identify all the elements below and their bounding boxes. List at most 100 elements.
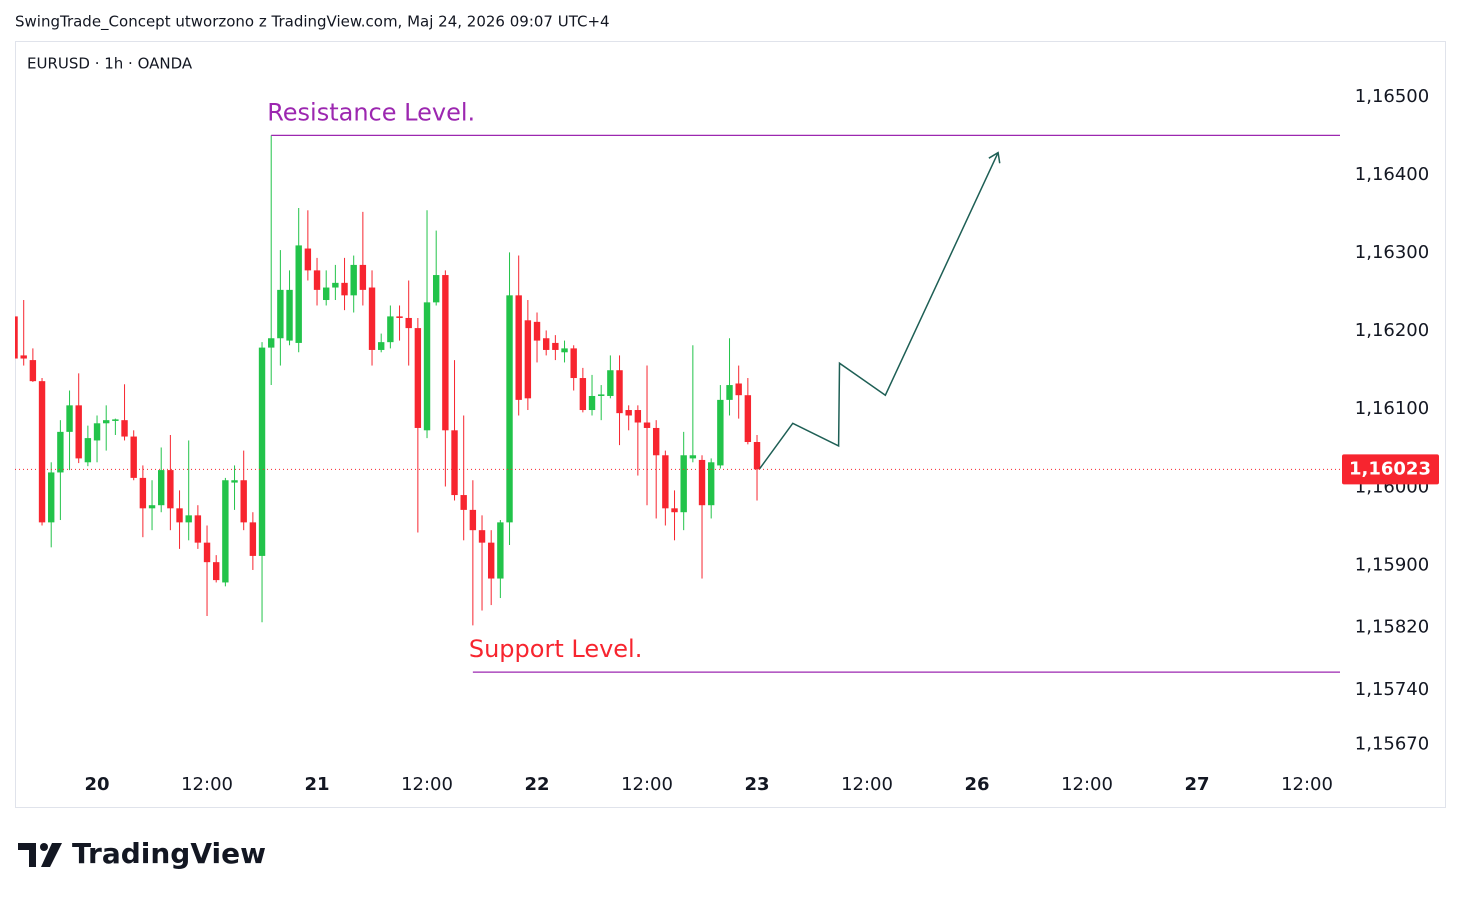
candle-body [341, 282, 348, 296]
candle-body [561, 348, 568, 353]
candle-body [478, 530, 486, 543]
y-tick-label: 1,16500 [1355, 86, 1429, 107]
candle-body [295, 245, 302, 343]
y-tick-label: 1,15900 [1355, 554, 1429, 575]
candle-body [249, 522, 257, 556]
y-tick-label: 1,16300 [1355, 242, 1429, 263]
candle-body [524, 320, 532, 399]
x-tick-label: 12:00 [401, 774, 453, 795]
candle-body [652, 427, 660, 456]
candle-body [442, 275, 449, 431]
candle-body [84, 438, 92, 463]
candle-body [368, 287, 376, 350]
candle-body [662, 455, 669, 509]
candle-body [460, 495, 467, 510]
candle-body [515, 295, 522, 400]
x-tick-label: 23 [744, 774, 769, 795]
candle-body [103, 420, 110, 424]
candle-body [634, 410, 642, 423]
candle-body [66, 405, 73, 432]
candle-body [735, 383, 742, 396]
candle-body [707, 462, 715, 506]
x-tick-label: 22 [524, 774, 549, 795]
candle-body [643, 422, 651, 428]
brand-logo [18, 843, 62, 867]
last-price-tag [1342, 454, 1439, 485]
candle-body [322, 287, 330, 301]
x-tick-label: 12:00 [1281, 774, 1333, 795]
candle-body [753, 442, 761, 470]
candle-body [533, 321, 541, 341]
caption: SwingTrade_Concept utworzono z TradingVi… [15, 13, 610, 32]
candle-body [48, 472, 55, 523]
candle-body [258, 347, 266, 556]
candle-body [185, 515, 192, 523]
candle-body [717, 399, 724, 466]
candle-body [313, 270, 321, 290]
candle-body [121, 420, 128, 437]
candle-body [405, 317, 412, 329]
candle-body [277, 289, 284, 339]
candle-body [20, 355, 27, 359]
candle-body [222, 480, 229, 583]
candle-body [552, 342, 559, 350]
y-tick-label: 1,15740 [1355, 679, 1429, 700]
chart-frame [15, 41, 1446, 808]
candle-body [286, 289, 293, 341]
candle-body [689, 455, 697, 459]
candle-body [396, 316, 403, 318]
candle-body [671, 508, 678, 513]
candle-body [15, 316, 18, 359]
candle-body [240, 480, 247, 523]
candle-body [332, 282, 339, 288]
candle-body [304, 248, 312, 271]
candle-body [139, 477, 147, 509]
candle-body [213, 562, 220, 581]
plot-area [15, 134, 1340, 673]
candle-body [469, 509, 477, 531]
candle-body [268, 338, 275, 348]
candle-body [570, 348, 577, 379]
y-tick-label: 1,15820 [1355, 617, 1429, 638]
candle-body [38, 381, 46, 523]
candle-body [158, 470, 165, 506]
candle-body [680, 455, 687, 513]
candle-body [231, 480, 238, 483]
x-tick-label: 26 [964, 774, 989, 795]
x-tick-label: 27 [1184, 774, 1209, 795]
candle-body [377, 342, 385, 350]
candle-body [487, 542, 495, 579]
candle-body [497, 522, 504, 579]
candle-body [432, 275, 440, 303]
candle-body [726, 385, 733, 400]
y-tick-label: 1,16100 [1355, 398, 1429, 419]
candle-body [194, 515, 202, 543]
x-tick-label: 12:00 [181, 774, 233, 795]
candle-body [112, 419, 119, 421]
x-tick-label: 12:00 [841, 774, 893, 795]
candle-body [203, 542, 211, 563]
candle-body [451, 430, 458, 496]
candle-body [350, 264, 357, 296]
candle-body [698, 459, 706, 506]
candle-body [414, 328, 422, 428]
candle-body [625, 410, 632, 416]
candle-body [607, 370, 614, 396]
candle-body [423, 302, 431, 431]
y-tick-label: 1,16200 [1355, 320, 1429, 341]
candle-body [744, 395, 752, 443]
x-tick-label: 12:00 [621, 774, 673, 795]
candle-body [176, 508, 183, 523]
candle-body [57, 431, 64, 473]
candle-body [506, 295, 513, 523]
y-tick-label: 1,15670 [1355, 734, 1429, 755]
candle-body [542, 338, 550, 350]
candle-body [597, 394, 605, 396]
brand[interactable]: TradingView [72, 837, 266, 870]
candle-body [148, 505, 156, 509]
level-label: Resistance Level. [267, 98, 475, 126]
candle-body [75, 405, 82, 459]
candle-body [167, 470, 174, 509]
candle-body [29, 360, 37, 382]
